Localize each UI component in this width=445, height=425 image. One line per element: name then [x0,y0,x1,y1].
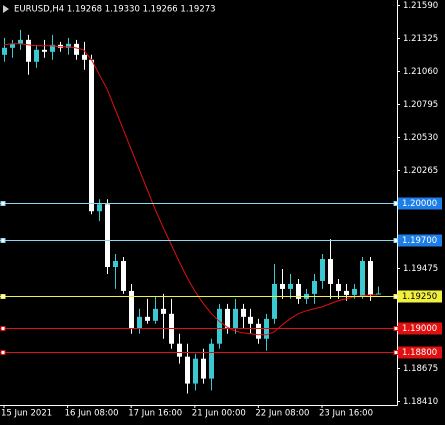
candle-body [66,43,71,48]
candle-body [320,259,325,281]
candle-body [26,39,31,62]
candle-body [217,308,222,344]
y-tick-label: 1.18410 [403,397,438,407]
candle-body [18,39,23,44]
candle-body [256,323,261,339]
candle-body [161,308,166,314]
y-tick-label: 1.20530 [403,133,438,143]
candle-body [97,204,102,212]
candle-body [105,204,110,268]
level-label-box [398,197,442,210]
candle-body [10,43,15,48]
level-label: 1.19700 [402,236,437,246]
level-anchor [393,294,399,299]
level-anchor [0,238,6,243]
candle-body [328,259,333,284]
candle-body [89,59,94,212]
candle-body [177,343,182,357]
candle-body [288,283,293,289]
candle-body [376,293,381,295]
candle-body [34,49,39,62]
level-label: 1.19250 [402,292,437,302]
y-tick-label: 1.21325 [403,34,438,44]
candle-body [336,283,341,291]
candle-body [225,308,230,329]
level-label-box [398,346,442,359]
candle-body [193,358,198,384]
candle-body [50,44,55,52]
candle-body [296,283,301,299]
candle-body [121,261,126,291]
candle-body [280,283,285,289]
x-tick-label: 16 Jun 08:00 [65,409,119,419]
candle-body [248,316,253,324]
y-tick-label: 1.18675 [403,364,438,374]
candle-body [185,356,190,384]
candle-body [352,288,357,295]
candle-body [272,283,277,319]
level-anchor [0,326,6,331]
candle-body [312,280,317,294]
candle-body [201,358,206,379]
candle-body [113,261,118,268]
candle-body [2,47,7,55]
candle-body [137,316,142,329]
x-tick-label: 23 Jun 16:00 [319,409,373,419]
x-tick-label: 22 Jun 08:00 [255,409,309,419]
y-tick-label: 1.19475 [403,264,438,274]
y-tick-label: 1.21060 [403,67,438,77]
level-anchor [393,326,399,331]
x-tick-label: 15 Jun 2021 [1,409,52,419]
level-label: 1.20000 [402,199,437,209]
level-anchor [393,350,399,355]
candle-body [42,49,47,52]
y-tick-label: 1.21590 [403,1,438,11]
moving-average [3,43,378,336]
candle-body [153,308,158,321]
candle-body [74,43,79,55]
symbol-marker [3,5,9,13]
candle-body [233,308,238,329]
x-tick-label: 21 Jun 00:00 [192,409,246,419]
candle-body [145,316,150,321]
level-anchor [393,201,399,206]
level-anchor [0,201,6,206]
candle-body [241,308,246,317]
chart-title: EURUSD,H4 1.19268 1.19330 1.19266 1.1927… [14,5,216,15]
candle-body [360,261,365,297]
level-anchor [393,238,399,243]
level-label: 1.18800 [402,348,437,358]
candle-body [82,54,87,60]
level-anchor [0,350,6,355]
candle-body [368,261,373,295]
y-tick-label: 1.20265 [403,166,438,176]
x-tick-label: 17 Jun 16:00 [128,409,182,419]
level-label: 1.19000 [402,324,437,334]
candle-body [209,343,214,379]
level-label-box [398,322,442,335]
level-label-box [398,290,442,303]
candle-body [344,290,349,295]
level-label-box [398,234,442,247]
level-anchor [0,294,6,299]
y-tick-label: 1.20795 [403,100,438,110]
candle-body [129,290,134,329]
